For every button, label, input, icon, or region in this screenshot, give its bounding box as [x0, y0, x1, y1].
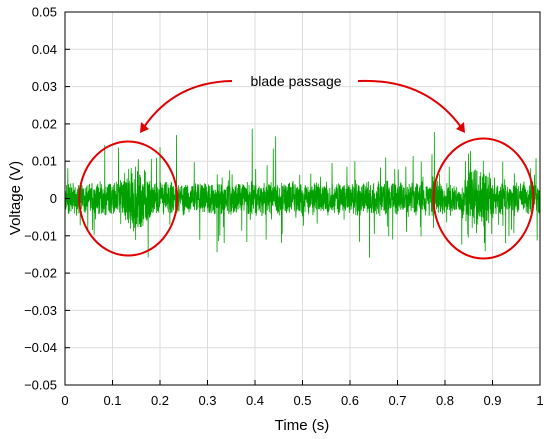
left-arrow — [143, 80, 233, 128]
voltage-series-line — [64, 128, 541, 258]
x-tick-label: 0.9 — [483, 393, 501, 408]
y-tick-label: −0.03 — [24, 303, 57, 318]
right-arrow — [357, 79, 462, 128]
x-tick-label: 1 — [536, 393, 543, 408]
left-burst-circle — [78, 140, 179, 257]
blade-passage-annotation: blade passage — [78, 73, 535, 260]
y-tick-label: 0.02 — [32, 116, 57, 131]
x-axis-ticks: 0 0.1 0.2 0.3 0.4 0.5 0.6 0.7 0.8 0.9 1 — [61, 380, 544, 408]
y-axis-title: Voltage (V) — [7, 161, 24, 235]
y-tick-label: −0.01 — [24, 228, 57, 243]
x-tick-label: 0 — [61, 393, 68, 408]
x-tick-label: 0.7 — [388, 393, 406, 408]
x-tick-label: 0.6 — [341, 393, 359, 408]
signal-trace — [64, 128, 541, 258]
y-tick-label: 0.05 — [32, 5, 57, 20]
y-tick-label: −0.04 — [24, 340, 57, 355]
x-axis-title: Time (s) — [275, 417, 329, 434]
y-tick-label: 0 — [50, 191, 57, 206]
x-tick-label: 0.8 — [436, 393, 454, 408]
x-tick-label: 0.2 — [151, 393, 169, 408]
right-arrowhead — [456, 122, 465, 133]
x-tick-label: 0.4 — [246, 393, 264, 408]
y-tick-label: −0.05 — [24, 378, 57, 393]
annotation-label: blade passage — [250, 73, 341, 89]
x-tick-label: 0.3 — [198, 393, 216, 408]
x-tick-label: 0.5 — [293, 393, 311, 408]
y-tick-label: 0.01 — [32, 154, 57, 169]
left-arrowhead — [140, 122, 149, 133]
y-tick-label: 0.03 — [32, 79, 57, 94]
x-tick-label: 0.1 — [103, 393, 121, 408]
y-tick-label: 0.04 — [32, 42, 57, 57]
y-tick-label: −0.02 — [24, 266, 57, 281]
right-burst-circle — [432, 137, 535, 260]
y-axis-ticks: 0.05 0.04 0.03 0.02 0.01 0 −0.01 −0.02 −0.03 −0.0… — [24, 5, 70, 393]
